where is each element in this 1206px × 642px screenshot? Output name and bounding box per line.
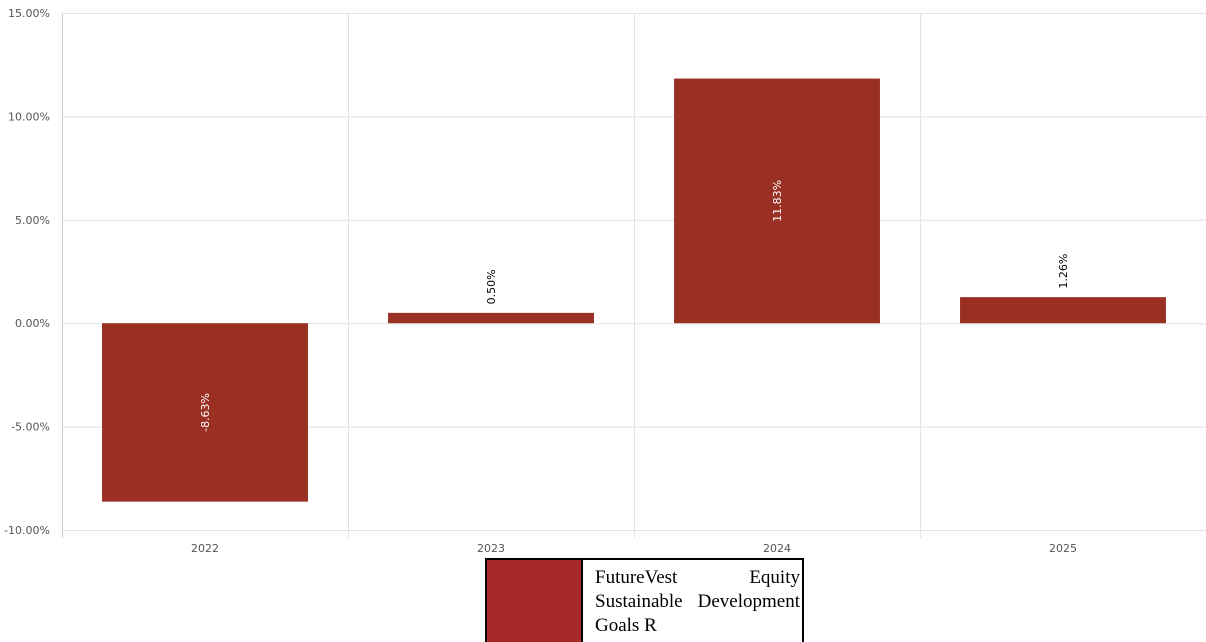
x-axis-ticks: 2022 2023 2024 2025: [191, 542, 1077, 555]
y-axis-ticks: 15.00% 10.00% 5.00% 0.00% -5.00% -10.00%: [4, 7, 50, 537]
y-tick-label: 15.00%: [8, 7, 50, 20]
x-tick-label: 2022: [191, 542, 219, 555]
data-labels: -8.63% 0.50% 11.83% 1.26%: [199, 180, 1070, 432]
y-tick-label: 10.00%: [8, 110, 50, 123]
x-tick-label: 2025: [1049, 542, 1077, 555]
y-tick-label: -5.00%: [11, 421, 50, 434]
bars: [102, 78, 1166, 502]
x-tick-label: 2023: [477, 542, 505, 555]
x-tick-label: 2024: [763, 542, 791, 555]
legend-label: FutureVest Equity Sustainable Develop­me…: [595, 567, 800, 636]
bar: [388, 312, 594, 324]
data-label: 0.50%: [485, 269, 498, 304]
y-tick-label: 0.00%: [15, 317, 50, 330]
data-label: 11.83%: [771, 180, 784, 222]
data-label: -8.63%: [199, 393, 212, 432]
legend-swatch: [487, 560, 583, 642]
y-tick-label: 5.00%: [15, 214, 50, 227]
bar: [674, 78, 880, 324]
legend: FutureVest Equity Sustainable Develop­me…: [485, 558, 804, 642]
bar: [960, 297, 1166, 324]
bar-chart: 15.00% 10.00% 5.00% 0.00% -5.00% -10.00% -8.6…: [4, 7, 1206, 555]
y-tick-label: -10.00%: [4, 524, 50, 537]
data-label: 1.26%: [1057, 254, 1070, 289]
bar: [102, 323, 308, 502]
